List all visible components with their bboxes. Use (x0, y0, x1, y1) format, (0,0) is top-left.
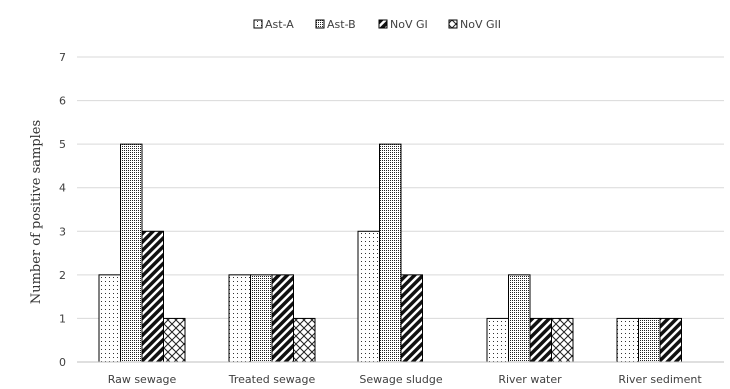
bar-ast-b-sewage-sludge (379, 143, 402, 363)
bars (98, 143, 682, 363)
x-category-label: Sewage sludge (359, 373, 442, 386)
bar-nov-gii-raw-sewage (163, 317, 186, 363)
y-tick-label: 2 (59, 269, 66, 282)
x-category-label: Treated sewage (228, 373, 316, 386)
y-tick-label: 6 (59, 95, 66, 108)
bar-nov-gii-river-water (551, 317, 574, 363)
bar-ast-b-raw-sewage (120, 143, 143, 363)
x-category-label: River sediment (618, 373, 702, 386)
legend-label: Ast-B (327, 18, 356, 31)
bar-nov-gi-raw-sewage (141, 230, 164, 363)
bar-ast-a-river-water (486, 317, 509, 363)
legend: Ast-A Ast-B NoV GI NoV GII (253, 18, 501, 31)
legend-label: Ast-A (265, 18, 294, 31)
y-tick-label: 5 (59, 138, 66, 151)
bar-ast-b-treated-sewage (250, 274, 273, 363)
bar-nov-gi-river-water (529, 317, 552, 363)
bar-nov-gii-treated-sewage (293, 317, 316, 363)
x-axis-categories: Raw sewage Treated sewage Sewage sludge Riv… (108, 373, 703, 386)
x-category-label: Raw sewage (108, 373, 177, 386)
y-tick-label: 4 (59, 182, 66, 195)
bar-ast-b-river-sediment (638, 317, 661, 363)
y-tick-label: 0 (59, 356, 66, 369)
legend-label: NoV GII (460, 18, 501, 31)
y-tick-label: 3 (59, 225, 66, 238)
bar-nov-gi-sewage-sludge (400, 274, 423, 363)
legend-swatch (253, 19, 263, 29)
legend-swatch (378, 19, 388, 29)
y-axis-title: Number of positive samples (29, 120, 44, 304)
bar-ast-a-raw-sewage (98, 274, 121, 363)
legend-swatch (315, 19, 325, 29)
bar-nov-gi-river-sediment (659, 317, 682, 363)
x-category-label: River water (498, 373, 562, 386)
y-tick-label: 1 (59, 312, 66, 325)
y-tick-label: 7 (59, 51, 66, 64)
bar-ast-a-sewage-sludge (357, 230, 380, 363)
legend-label: NoV GI (390, 18, 428, 31)
legend-swatch (448, 19, 458, 29)
bar-ast-a-treated-sewage (228, 274, 251, 363)
y-axis-ticks: 0 1 2 3 4 5 6 7 (59, 51, 66, 369)
bar-ast-b-river-water (508, 274, 531, 363)
bar-nov-gi-treated-sewage (271, 274, 294, 363)
bar-ast-a-river-sediment (616, 317, 639, 363)
